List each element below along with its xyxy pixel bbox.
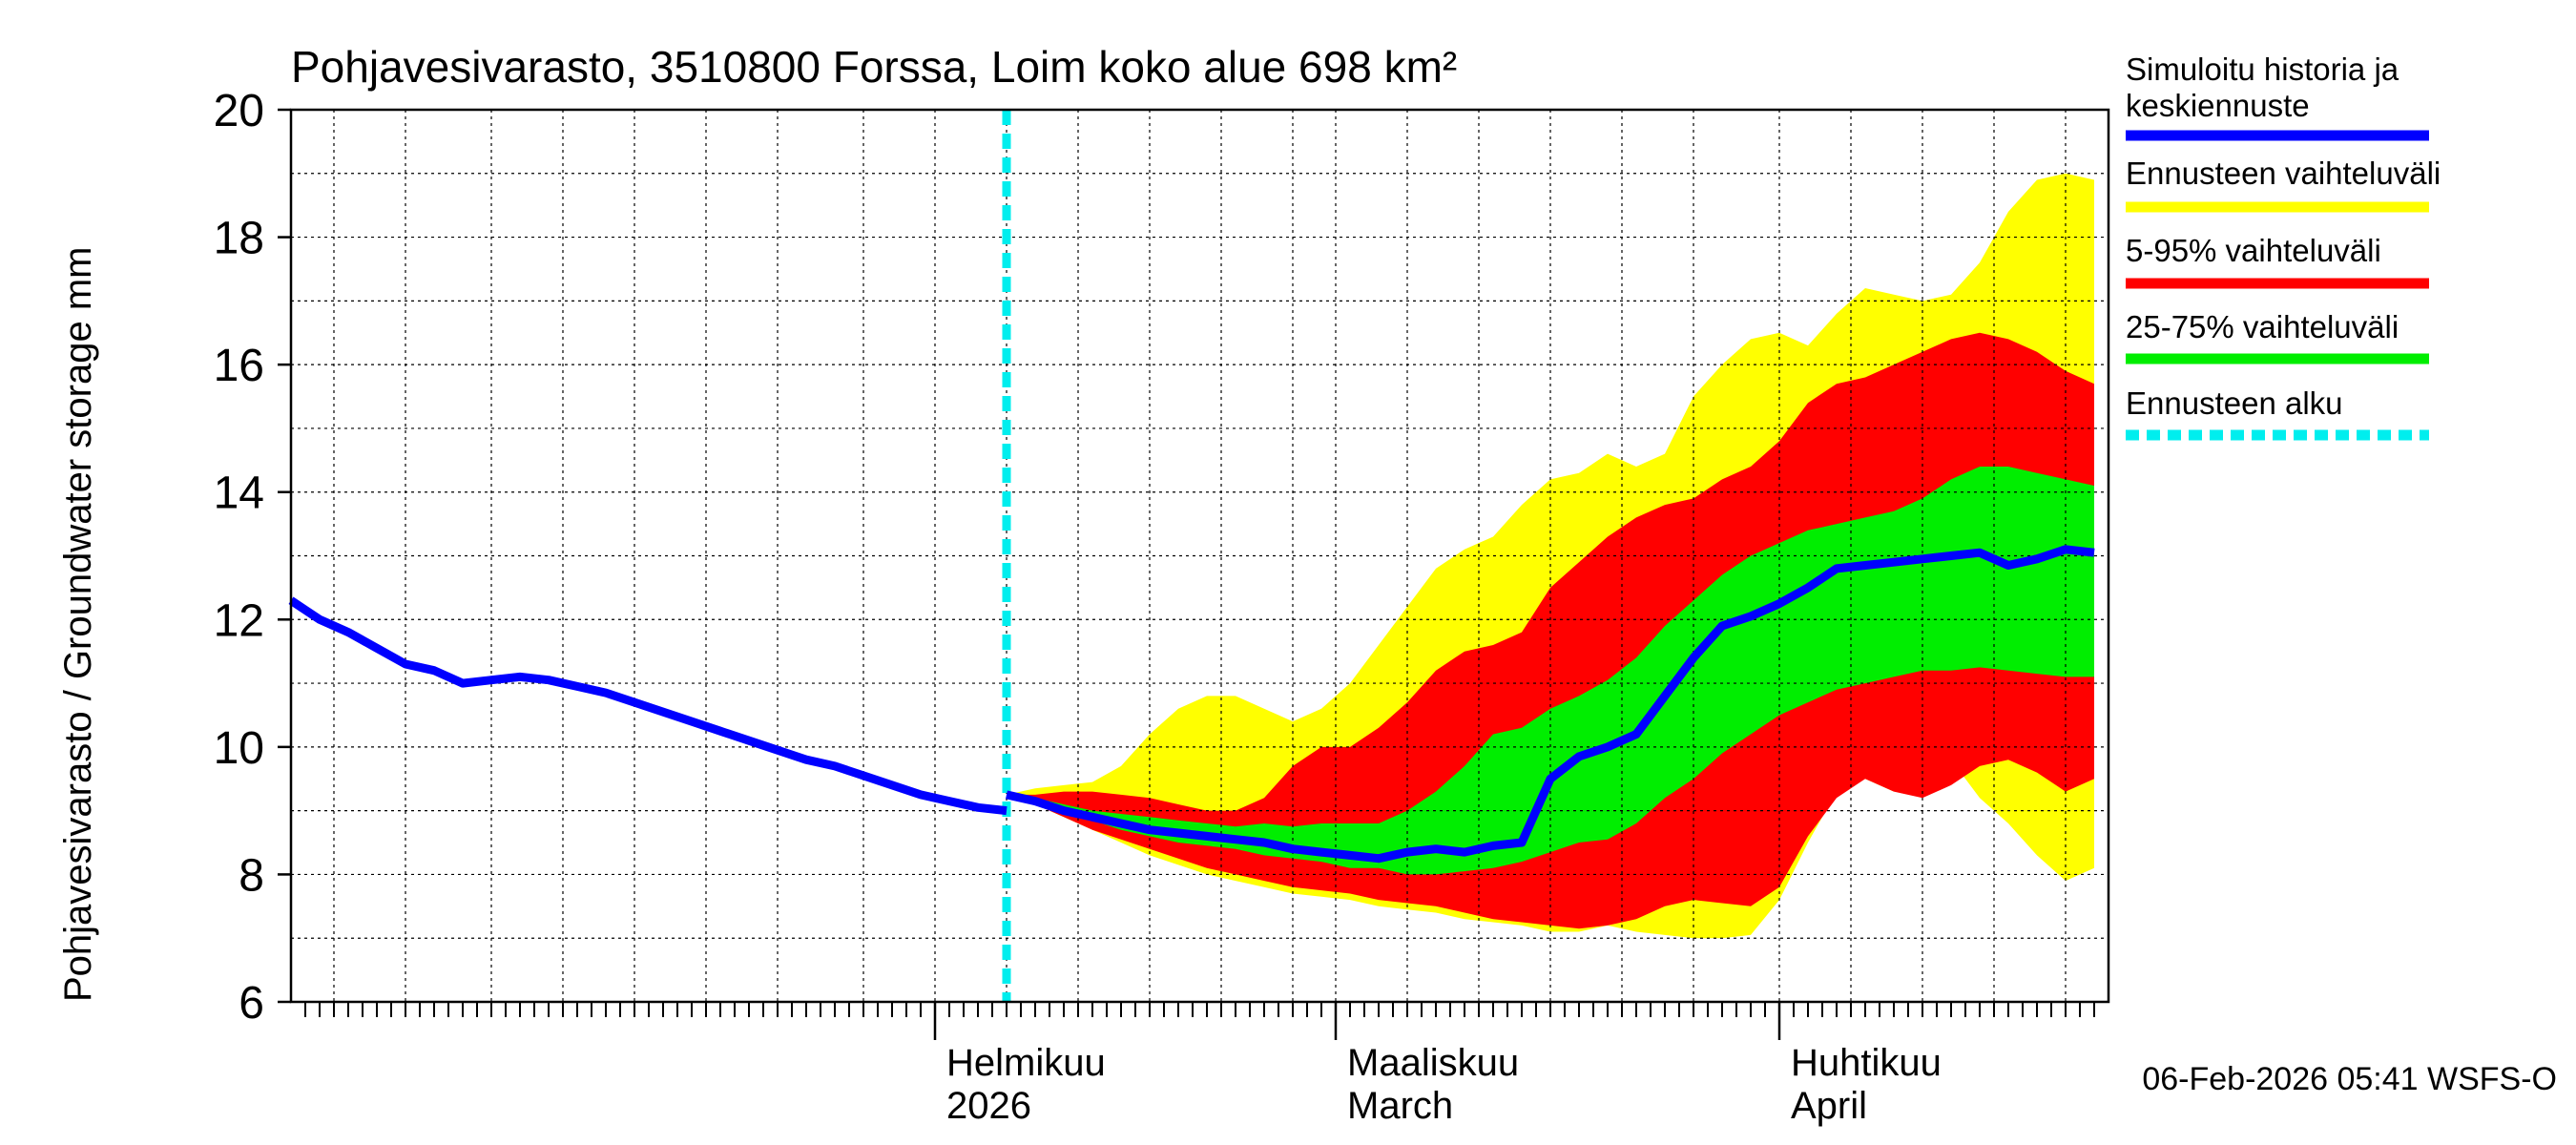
- y-tick-label: 18: [214, 214, 264, 264]
- p25-75-band: [1007, 467, 2094, 875]
- plot-frame: [289, 108, 2110, 1004]
- x-month-sublabel: March: [1347, 1085, 1453, 1127]
- y-tick-label: 16: [214, 341, 264, 391]
- x-month-label: Huhtikuu: [1791, 1042, 1942, 1084]
- y-axis: 6 8 10 12 14 16 18 20: [214, 86, 291, 1029]
- legend-label: 5-95% vaihteluväli: [2126, 233, 2381, 268]
- x-month-sublabel: April: [1791, 1085, 1867, 1127]
- legend-label: Ennusteen vaihteluväli: [2126, 156, 2441, 191]
- chart-title: Pohjavesivarasto, 3510800 Forssa, Loim k…: [291, 42, 1457, 92]
- legend-label: keskiennuste: [2126, 88, 2310, 123]
- y-tick-label: 12: [214, 595, 264, 646]
- y-tick-label: 8: [239, 850, 264, 901]
- history-line: [288, 596, 1008, 816]
- timestamp: 06-Feb-2026 05:41 WSFS-O: [2142, 1061, 2557, 1097]
- x-month-label: Maaliskuu: [1347, 1042, 1519, 1084]
- legend-label: Simuloitu historia ja: [2126, 52, 2399, 87]
- grid: [291, 110, 2109, 1002]
- legend-label: 25-75% vaihteluväli: [2126, 309, 2399, 344]
- median-forecast-line: [1006, 545, 2095, 864]
- y-tick-label: 20: [214, 86, 264, 136]
- x-month-sublabel: 2026: [946, 1085, 1031, 1127]
- y-tick-label: 6: [239, 978, 264, 1029]
- x-month-label: Helmikuu: [946, 1042, 1106, 1084]
- y-tick-label: 14: [214, 468, 264, 519]
- y-tick-label: 10: [214, 723, 264, 774]
- legend-label: Ennusteen alku: [2126, 385, 2343, 421]
- y-axis-label: Pohjavesivarasto / Groundwater storage m…: [57, 247, 99, 1002]
